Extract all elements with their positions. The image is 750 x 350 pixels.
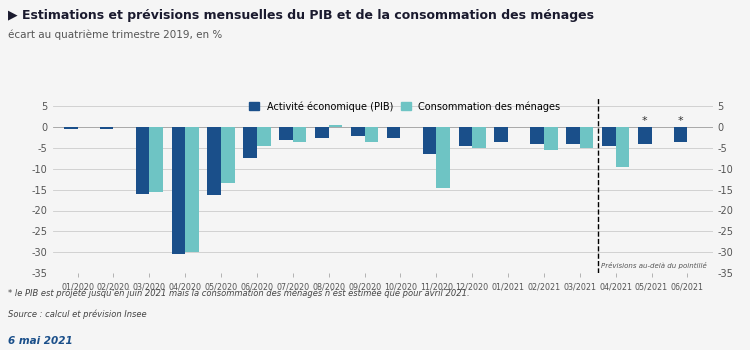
Bar <box>292 127 307 142</box>
Text: * le PIB est projeté jusqu’en juin 2021 mais la consommation des ménages n’est e: * le PIB est projeté jusqu’en juin 2021 … <box>8 289 470 298</box>
Bar <box>423 127 436 154</box>
Bar <box>436 127 450 188</box>
Bar <box>364 127 378 142</box>
Bar <box>544 127 557 150</box>
Bar <box>221 127 235 183</box>
Bar <box>64 127 77 129</box>
Bar <box>172 127 185 254</box>
Bar <box>136 127 149 194</box>
Bar <box>185 127 199 252</box>
Bar <box>149 127 163 192</box>
Text: 6 mai 2021: 6 mai 2021 <box>8 336 72 346</box>
Bar <box>243 127 257 159</box>
Bar <box>208 127 221 195</box>
Bar <box>674 127 688 142</box>
Text: *: * <box>678 116 683 126</box>
Bar <box>458 127 472 146</box>
Bar <box>351 127 364 135</box>
Text: *: * <box>642 116 647 126</box>
Text: Prévisions au-delà du pointillé: Prévisions au-delà du pointillé <box>602 262 707 269</box>
Text: écart au quatrième trimestre 2019, en %: écart au quatrième trimestre 2019, en % <box>8 30 222 40</box>
Text: Source : calcul et prévision Insee: Source : calcul et prévision Insee <box>8 310 146 319</box>
Bar <box>387 127 400 138</box>
Legend: Activité économique (PIB), Consommation des ménages: Activité économique (PIB), Consommation … <box>248 99 562 114</box>
Bar <box>530 127 544 144</box>
Bar <box>638 127 652 144</box>
Bar <box>100 127 113 129</box>
Bar <box>580 127 593 148</box>
Bar <box>616 127 629 167</box>
Bar <box>472 127 486 148</box>
Bar <box>602 127 616 146</box>
Bar <box>279 127 292 140</box>
Bar <box>257 127 271 146</box>
Text: ▶ Estimations et prévisions mensuelles du PIB et de la consommation des ménages: ▶ Estimations et prévisions mensuelles d… <box>8 9 593 22</box>
Bar <box>328 125 342 127</box>
Bar <box>315 127 328 138</box>
Bar <box>494 127 508 142</box>
Bar <box>566 127 580 144</box>
